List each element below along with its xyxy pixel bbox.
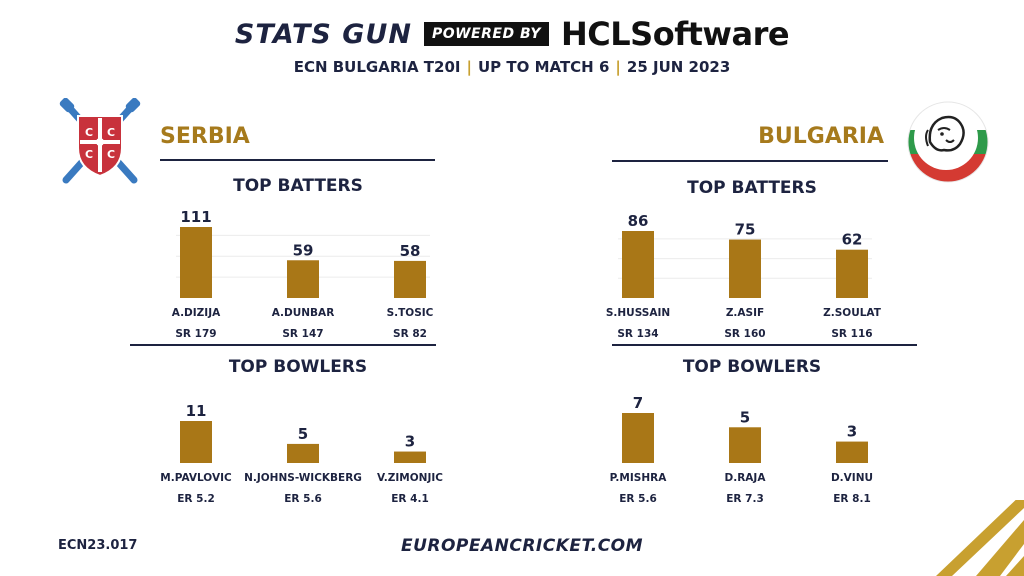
brand-title: STATS GUN: [234, 18, 412, 50]
category-label: V.ZIMONJIC: [377, 472, 443, 484]
section-title: TOP BOWLERS: [228, 357, 368, 377]
sponsor-logo-text: HCLSoftware: [561, 15, 790, 53]
scope-label: UP TO MATCH 6: [477, 58, 610, 76]
bar: [287, 443, 319, 463]
data-label: 5: [298, 425, 308, 443]
category-label: P.MISHRA: [610, 472, 668, 484]
divider: [130, 344, 436, 346]
website-link[interactable]: EUROPEANCRICKET.COM: [400, 536, 644, 556]
bar: [729, 427, 761, 463]
bar: [180, 421, 212, 463]
category-label: M.PAVLOVIC: [160, 472, 232, 484]
category-label: Z.SOULAT: [823, 307, 882, 319]
graphic-code: ECN23.017: [58, 538, 138, 553]
bulgaria-batters-chart: 86 S.HUSSAIN SR 134 75 Z.ASIF SR 160 62 Z.SOULA…: [606, 212, 882, 340]
svg-text:С: С: [85, 126, 93, 139]
bar: [622, 413, 654, 463]
bar: [180, 227, 212, 298]
data-label: 3: [847, 423, 857, 441]
stat-label: ER 5.6: [619, 493, 657, 505]
svg-text:С: С: [107, 148, 115, 161]
data-label: 3: [405, 433, 415, 451]
category-label: Z.ASIF: [726, 307, 764, 319]
bar: [729, 239, 761, 298]
divider: [612, 344, 917, 346]
divider: [612, 160, 888, 162]
bar: [394, 451, 426, 463]
header: STATS GUN POWERED BY HCLSoftware: [0, 14, 1024, 54]
data-label: 5: [740, 408, 750, 426]
category-label: S.TOSIC: [387, 307, 434, 319]
stat-label: ER 8.1: [833, 493, 871, 505]
decorative-stripes-icon: [936, 500, 1024, 576]
category-label: D.RAJA: [725, 472, 767, 484]
stat-label: SR 82: [393, 328, 427, 340]
serbia-batters-chart: 111 A.DIZIJA SR 179 59 A.DUNBAR SR 147 58 S.TOS…: [172, 208, 434, 340]
separator: |: [615, 58, 621, 76]
bar: [394, 260, 426, 298]
svg-text:С: С: [107, 126, 115, 139]
bar: [287, 260, 319, 298]
stat-label: SR 179: [175, 328, 216, 340]
data-label: 111: [180, 208, 211, 226]
date-label: 25 JUN 2023: [626, 58, 731, 76]
bulgaria-bowlers-chart: 7 P.MISHRA ER 5.6 5 D.RAJA ER 7.3 3 D.VINU ER 8.…: [610, 394, 873, 505]
stat-label: SR 160: [724, 328, 765, 340]
category-label: N.JOHNS-WICKBERG: [244, 472, 362, 484]
section-title: TOP BATTERS: [687, 178, 817, 198]
category-label: D.VINU: [831, 472, 873, 484]
section-title: TOP BOWLERS: [682, 357, 822, 377]
data-label: 11: [186, 402, 207, 420]
data-label: 59: [293, 241, 314, 259]
data-label: 58: [400, 242, 421, 260]
stat-label: ER 4.1: [391, 493, 429, 505]
svg-text:С: С: [85, 148, 93, 161]
stat-label: ER 5.2: [177, 493, 215, 505]
stat-label: SR 147: [282, 328, 323, 340]
data-label: 62: [842, 231, 863, 249]
section-title: TOP BATTERS: [233, 176, 363, 196]
category-label: A.DUNBAR: [272, 307, 335, 319]
powered-by-badge: POWERED BY: [423, 22, 550, 46]
stat-label: SR 134: [617, 328, 658, 340]
serbia-cricket-crest-icon: С С С С: [59, 98, 141, 184]
separator: |: [466, 58, 472, 76]
data-label: 86: [628, 212, 649, 230]
category-label: A.DIZIJA: [172, 307, 221, 319]
data-label: 75: [735, 221, 756, 239]
divider: [160, 159, 435, 161]
team-title-serbia: SERBIA: [160, 124, 250, 149]
stat-label: ER 5.6: [284, 493, 322, 505]
bar: [622, 231, 654, 298]
stat-label: SR 116: [831, 328, 872, 340]
bar: [836, 441, 868, 463]
subtitle: ECN BULGARIA T20I | UP TO MATCH 6 | 25 JUN 2…: [0, 58, 1024, 76]
category-label: S.HUSSAIN: [606, 307, 670, 319]
stat-label: ER 7.3: [726, 493, 764, 505]
competition-name: ECN BULGARIA T20I: [293, 58, 461, 76]
serbia-bowlers-chart: 11 M.PAVLOVIC ER 5.2 5 N.JOHNS-WICKBERG ER 5.…: [160, 402, 443, 505]
team-title-bulgaria: BULGARIA: [758, 124, 884, 149]
bulgarian-cricket-federation-lion-icon: [907, 101, 989, 183]
bar: [836, 249, 868, 298]
data-label: 7: [633, 394, 643, 412]
